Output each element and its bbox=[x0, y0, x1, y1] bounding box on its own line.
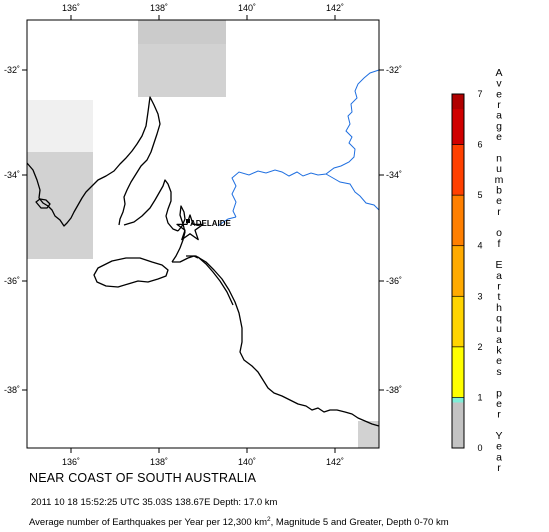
colorbar-label-char: f bbox=[498, 238, 501, 250]
lon-tick-top-140: 140˚ bbox=[238, 3, 256, 13]
city-label-adelaide: ADELAIDE bbox=[190, 219, 232, 228]
colorbar-label-char: o bbox=[496, 227, 502, 239]
lat-tick-right-36: -36˚ bbox=[386, 276, 402, 286]
colorbar-label-char: e bbox=[496, 441, 502, 453]
colorbar-tick-label: 1 bbox=[477, 392, 482, 402]
colorbar-tick-label: 6 bbox=[477, 140, 482, 150]
colorbar-label-char: r bbox=[497, 409, 501, 421]
colorbar-label-char: r bbox=[497, 206, 501, 218]
colorbar-label-char: e bbox=[496, 131, 502, 143]
colorbar-label-char: t bbox=[498, 291, 501, 303]
lat-tick-left-34: -34˚ bbox=[4, 170, 20, 180]
hazard-cell-southeast bbox=[358, 421, 379, 448]
colorbar-segment bbox=[452, 296, 464, 347]
colorbar-tick-label: 0 bbox=[477, 443, 482, 453]
colorbar-label-char: r bbox=[497, 281, 501, 293]
map-description-text: Average number of Earthquakes per Year p… bbox=[29, 517, 268, 529]
hazard-cell-west bbox=[27, 152, 93, 259]
coastline bbox=[26, 96, 380, 427]
lat-tick-left-38: -38˚ bbox=[4, 385, 20, 395]
lat-tick-left-32: -32˚ bbox=[4, 65, 20, 75]
lat-tick-right-38: -38˚ bbox=[386, 385, 402, 395]
colorbar-tick-label: 7 bbox=[477, 89, 482, 99]
colorbar-segment bbox=[452, 195, 464, 246]
state-border bbox=[217, 69, 380, 227]
lon-tick-bottom-138: 138˚ bbox=[150, 457, 168, 467]
star-icon bbox=[176, 214, 204, 241]
map-description-text-end: , Magnitude 5 and Greater, Depth 0-70 km bbox=[270, 517, 449, 529]
colorbar-label-char: h bbox=[496, 302, 502, 314]
lat-tick-right-34: -34˚ bbox=[386, 170, 402, 180]
colorbar-segment bbox=[452, 397, 464, 403]
colorbar-label-char: A bbox=[495, 67, 502, 79]
lon-tick-bottom-136: 136˚ bbox=[62, 457, 80, 467]
yorke-peninsula-coast bbox=[123, 179, 179, 232]
colorbar-label-char: r bbox=[497, 99, 501, 111]
colorbar-tick-label: 2 bbox=[477, 342, 482, 352]
kangaroo-island bbox=[93, 257, 169, 288]
colorbar-segment bbox=[452, 346, 464, 398]
map-description: Average number of Earthquakes per Year p… bbox=[29, 516, 449, 528]
colorbar-label-char: n bbox=[496, 152, 502, 164]
colorbar-label-char: e bbox=[496, 88, 502, 100]
hazard-cell-west-light bbox=[27, 100, 93, 152]
colorbar-tick-label: 3 bbox=[477, 291, 482, 301]
colorbar-label-char: b bbox=[496, 184, 502, 196]
gulf-st-vincent-east-coast bbox=[171, 205, 186, 263]
lon-tick-top-136: 136˚ bbox=[62, 3, 80, 13]
region-title: NEAR COAST OF SOUTH AUSTRALIA bbox=[29, 471, 257, 485]
colorbar-label-char: e bbox=[496, 398, 502, 410]
colorbar-label-char: r bbox=[497, 462, 501, 474]
colorbar-segment bbox=[452, 144, 464, 196]
eyre-peninsula-inlet bbox=[35, 198, 51, 209]
coorong-outer bbox=[186, 255, 380, 427]
map-description-superscript: 2 bbox=[267, 516, 271, 523]
border-line-south bbox=[217, 216, 237, 227]
event-info: 2011 10 18 15:52:25 UTC 35.03S 138.67E D… bbox=[31, 497, 278, 508]
eyre-peninsula-coast bbox=[26, 96, 161, 227]
colorbar-segment bbox=[452, 245, 464, 297]
colorbar-tick-label: 4 bbox=[477, 241, 482, 251]
colorbar-label-char: a bbox=[496, 451, 502, 463]
colorbar bbox=[451, 93, 465, 449]
colorbar-label-char: k bbox=[496, 345, 502, 357]
colorbar-label-char: Y bbox=[495, 430, 502, 442]
hazard-cells bbox=[27, 20, 379, 448]
colorbar-label-char: m bbox=[495, 174, 504, 186]
colorbar-label-char: u bbox=[496, 323, 502, 335]
fleurieu-coast bbox=[172, 255, 199, 263]
colorbar-label-char: g bbox=[496, 120, 502, 132]
lon-tick-top-138: 138˚ bbox=[150, 3, 168, 13]
colorbar-label-char: q bbox=[496, 313, 502, 325]
colorbar-label-char: p bbox=[496, 387, 502, 399]
colorbar-tick-label: 5 bbox=[477, 190, 482, 200]
colorbar-segment bbox=[452, 397, 464, 448]
colorbar-label-char: a bbox=[496, 110, 502, 122]
colorbar-label-char: s bbox=[496, 366, 501, 378]
border-line-east bbox=[325, 173, 380, 211]
lon-tick-bottom-142: 142˚ bbox=[326, 457, 344, 467]
colorbar-label-char: a bbox=[496, 334, 502, 346]
colorbar-segment bbox=[452, 94, 464, 110]
frame-ticks bbox=[22, 15, 384, 453]
colorbar-label-char: v bbox=[496, 78, 502, 90]
lon-tick-bottom-140: 140˚ bbox=[238, 457, 256, 467]
colorbar-ticks: 0 1 2 3 4 5 6 7 bbox=[452, 89, 483, 453]
hazard-cell-north-highlight bbox=[138, 20, 226, 44]
colorbar-label-char: E bbox=[495, 259, 502, 271]
coorong-inner bbox=[197, 256, 234, 306]
colorbar-label-char: e bbox=[496, 355, 502, 367]
lat-tick-left-36: -36˚ bbox=[4, 276, 20, 286]
lat-tick-right-32: -32˚ bbox=[386, 65, 402, 75]
colorbar-label-char: e bbox=[496, 195, 502, 207]
colorbar-label-char: u bbox=[496, 163, 502, 175]
lon-tick-top-142: 142˚ bbox=[326, 3, 344, 13]
map-frame bbox=[26, 19, 380, 449]
colorbar-label-char: a bbox=[496, 270, 502, 282]
border-line-north bbox=[231, 69, 380, 218]
